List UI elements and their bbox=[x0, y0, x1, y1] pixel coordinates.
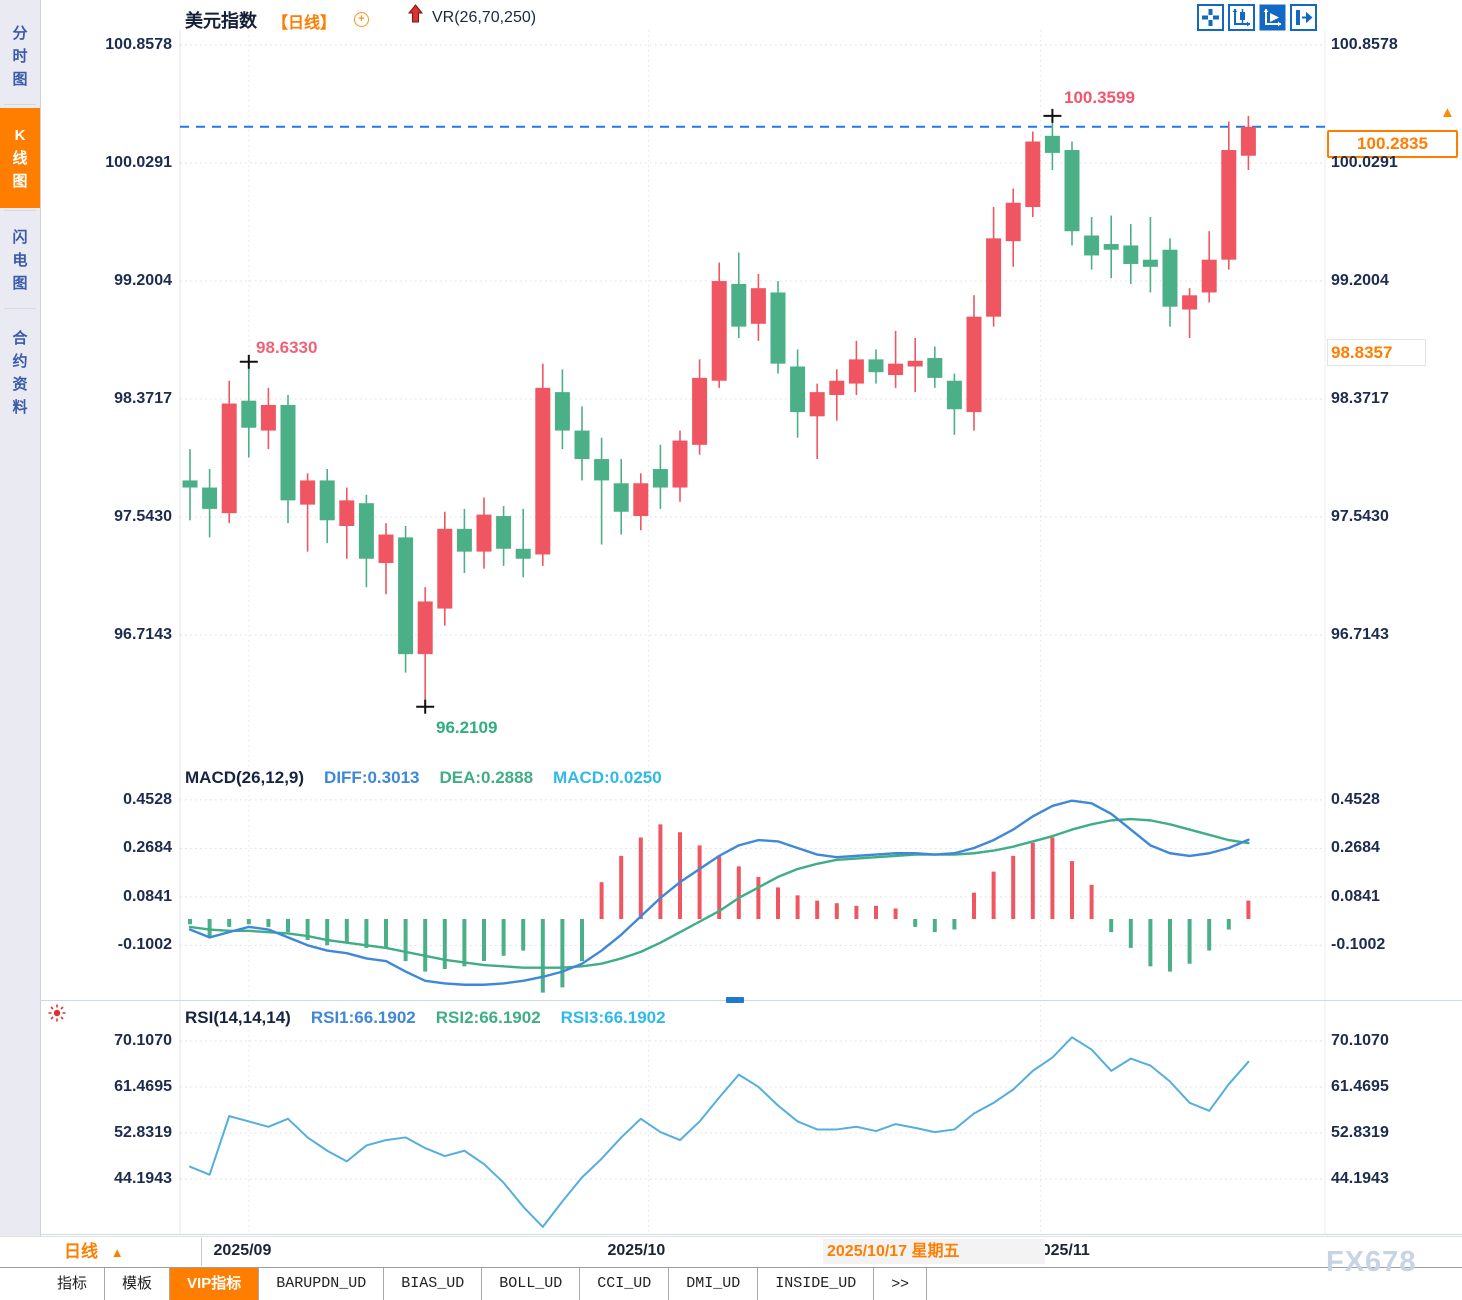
price-up-triangle-icon: ▲ bbox=[1440, 104, 1455, 121]
indicator-tab-bar: 指标 模板 VIP指标 BARUPDN_UD BIAS_UD BOLL_UD CCI_UD D… bbox=[0, 1267, 1462, 1300]
macd-axis-tick-left: 0.2684 bbox=[123, 839, 172, 857]
period-label: 日线 bbox=[64, 1242, 98, 1261]
price-axis-tick-left: 98.3717 bbox=[114, 390, 172, 407]
tab-1[interactable]: 指标 bbox=[40, 1268, 106, 1300]
macd-name[interactable]: MACD(26,12,9) bbox=[185, 768, 305, 787]
tab-9[interactable]: INSIDE_UD bbox=[758, 1268, 875, 1300]
tab-5[interactable]: BIAS_UD bbox=[384, 1268, 483, 1300]
crosshair-date-tooltip: 2025/10/17 星期五 bbox=[823, 1239, 1045, 1264]
prev-close-box: 98.8357 bbox=[1327, 339, 1426, 366]
macd-diff-value: DIFF:0.3013 bbox=[324, 768, 420, 787]
rsi2-value: RSI2:66.1902 bbox=[435, 1008, 541, 1027]
sidebar-separator bbox=[4, 104, 36, 105]
candles bbox=[182, 115, 1256, 707]
sidebar-separator bbox=[4, 210, 36, 211]
price-axis-tick-left: 100.8578 bbox=[105, 35, 172, 53]
crosshair-icon[interactable] bbox=[1197, 4, 1224, 31]
pane-resize-handle[interactable] bbox=[726, 997, 744, 1003]
rsi-header: RSI(14,14,14) RSI1:66.1902 RSI2:66.1902 … bbox=[185, 1008, 666, 1028]
overlay-indicator-label[interactable]: VR(26,70,250) bbox=[432, 9, 537, 26]
price-axis-tick-right: 97.5430 bbox=[1331, 508, 1389, 526]
macd-header: MACD(26,12,9) DIFF:0.3013 DEA:0.2888 MAC… bbox=[185, 768, 662, 788]
period-selector[interactable]: 日线 ▲ bbox=[40, 1238, 202, 1266]
tab-3[interactable]: VIP指标 bbox=[170, 1268, 260, 1300]
axis-pointer-icon[interactable] bbox=[1259, 4, 1286, 31]
macd-axis-tick-left: -0.1002 bbox=[117, 936, 172, 954]
swing-high-label: 98.6330 bbox=[256, 338, 318, 357]
rsi-axis-tick-left: 61.4695 bbox=[114, 1078, 172, 1095]
sidebar-separator bbox=[4, 308, 36, 309]
time-axis-row bbox=[0, 1236, 1462, 1268]
price-axis-tick-left: 100.0291 bbox=[105, 154, 172, 171]
macd-dea-value: DEA:0.2888 bbox=[439, 768, 534, 787]
sidebar-item-4[interactable]: 合约资料 bbox=[12, 330, 28, 416]
tab-7[interactable]: CCI_UD bbox=[580, 1268, 670, 1300]
price-axis-tick-left: 96.7143 bbox=[114, 626, 172, 644]
sun-icon[interactable] bbox=[47, 1003, 67, 1023]
pane-separator[interactable] bbox=[40, 1000, 1462, 1001]
swing-low-label: 96.2109 bbox=[436, 718, 498, 737]
macd-axis-tick-right: 0.4528 bbox=[1331, 790, 1380, 808]
macd-axis-tick-right: 0.2684 bbox=[1331, 839, 1380, 857]
tab-2[interactable]: 模板 bbox=[105, 1268, 171, 1300]
swing-top-label: 100.3599 bbox=[1064, 88, 1135, 107]
watermark: FX678 bbox=[1326, 1246, 1417, 1278]
time-axis-label: 2025/10 bbox=[607, 1242, 666, 1259]
macd-axis-tick-left: 0.4528 bbox=[123, 790, 172, 808]
rsi-axis-tick-left: 52.8319 bbox=[114, 1124, 172, 1141]
macd-macd-value: MACD:0.0250 bbox=[553, 768, 662, 787]
rsi-axis-tick-left: 44.1943 bbox=[114, 1170, 172, 1187]
macd-axis-tick-left: 0.0841 bbox=[123, 887, 172, 905]
chart-toolbar bbox=[1197, 4, 1317, 31]
rsi-axis-tick-right: 52.8319 bbox=[1331, 1124, 1389, 1141]
rsi-axis-tick-right: 61.4695 bbox=[1331, 1078, 1389, 1095]
time-axis-label: 2025/11 bbox=[1032, 1242, 1090, 1259]
last-price-box: 100.2835 bbox=[1327, 130, 1458, 158]
price-axis-tick-right: 96.7143 bbox=[1331, 626, 1389, 644]
price-axis-tick-left: 99.2004 bbox=[114, 272, 172, 289]
triangle-up-icon: ▲ bbox=[110, 1245, 124, 1260]
rsi1-value: RSI1:66.1902 bbox=[310, 1008, 416, 1027]
tab-10[interactable]: >> bbox=[874, 1268, 927, 1300]
rsi3-value: RSI3:66.1902 bbox=[560, 1008, 666, 1027]
sidebar-item-3[interactable]: 闪电图 bbox=[12, 228, 28, 292]
pan-right-icon[interactable] bbox=[1290, 4, 1317, 31]
tab-8[interactable]: DMI_UD bbox=[669, 1268, 759, 1300]
rsi-name[interactable]: RSI(14,14,14) bbox=[185, 1008, 291, 1027]
period-tag[interactable]: 【日线】 bbox=[272, 15, 337, 32]
price-axis-tick-right: 99.2004 bbox=[1331, 272, 1389, 289]
time-axis-label: 2025/09 bbox=[213, 1242, 272, 1259]
pane-separator bbox=[40, 1234, 1462, 1235]
circle-plus-icon[interactable]: + bbox=[354, 12, 369, 27]
rsi-axis-tick-right: 70.1070 bbox=[1331, 1032, 1389, 1049]
price-axis-tick-left: 97.5430 bbox=[114, 508, 172, 526]
macd-axis-tick-right: 0.0841 bbox=[1331, 887, 1380, 905]
macd-axis-tick-right: -0.1002 bbox=[1331, 936, 1386, 954]
price-axis-tick-right: 100.8578 bbox=[1331, 35, 1398, 53]
rsi-axis-tick-right: 44.1943 bbox=[1331, 1170, 1389, 1187]
price-axis-tick-right: 98.3717 bbox=[1331, 390, 1389, 407]
red-up-arrow-icon bbox=[407, 4, 424, 23]
sidebar-item-1[interactable]: 分时图 bbox=[12, 24, 28, 88]
axis-candle-icon[interactable] bbox=[1228, 4, 1255, 31]
rsi-axis-tick-left: 70.1070 bbox=[114, 1032, 172, 1049]
tab-6[interactable]: BOLL_UD bbox=[482, 1268, 581, 1300]
price-axis-tick-right: 100.0291 bbox=[1331, 154, 1398, 171]
chart-canvas[interactable] bbox=[0, 0, 1462, 1236]
instrument-title: 美元指数 bbox=[185, 11, 257, 31]
tab-4[interactable]: BARUPDN_UD bbox=[259, 1268, 385, 1300]
